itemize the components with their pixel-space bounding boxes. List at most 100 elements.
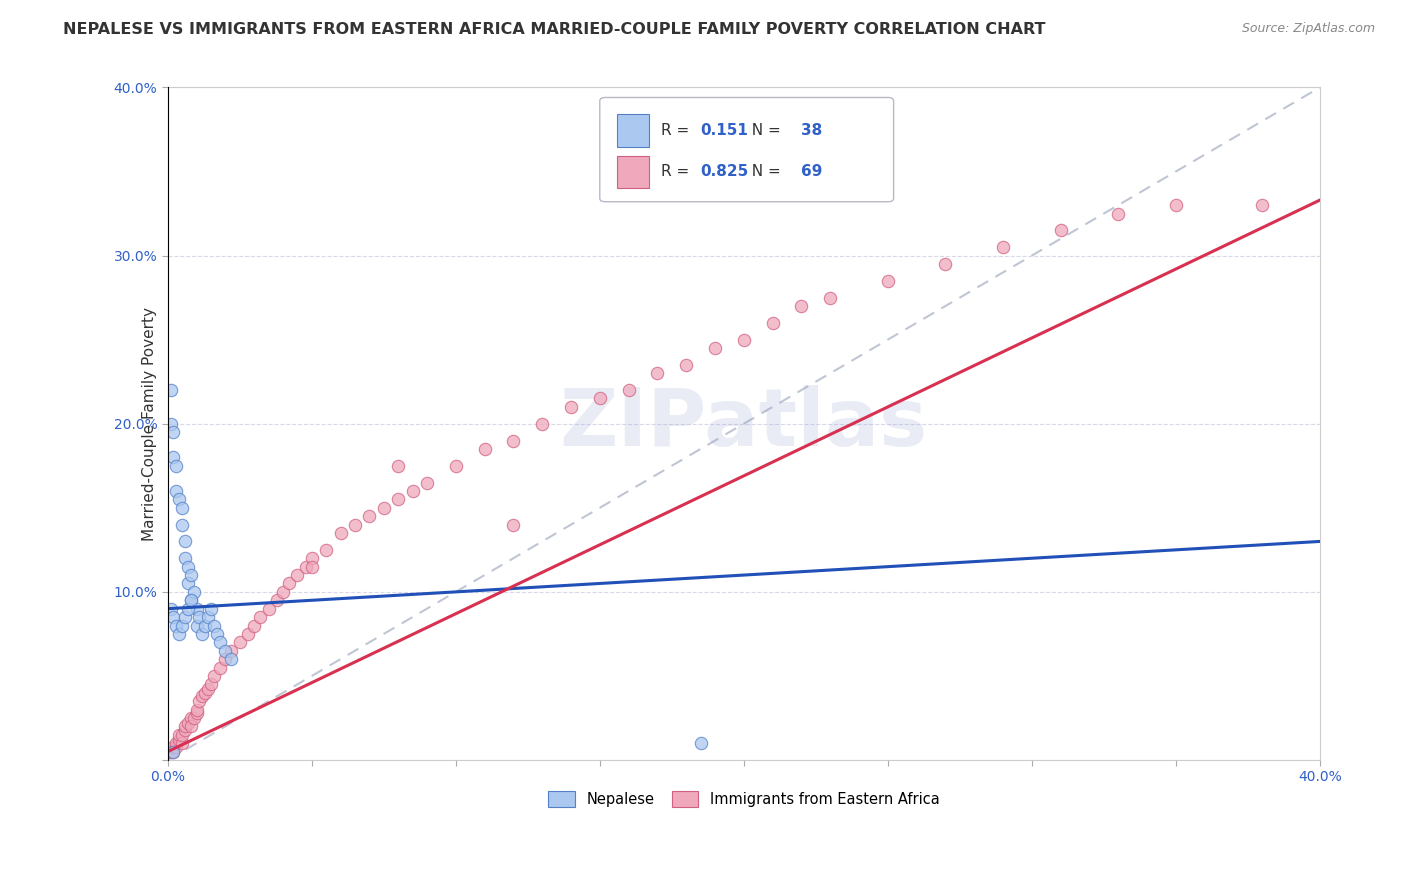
Point [165, 618, 187, 632]
Point [180, 593, 202, 607]
Point [172, 500, 194, 515]
Point [876, 274, 898, 288]
Point [180, 711, 202, 725]
Point [1107, 206, 1129, 220]
Point [202, 669, 225, 683]
Point [172, 517, 194, 532]
Point [177, 716, 200, 731]
Text: R =: R = [661, 123, 695, 138]
Point [214, 644, 236, 658]
Point [249, 610, 271, 624]
Point [790, 299, 813, 313]
Point [159, 383, 181, 397]
Point [174, 610, 197, 624]
Point [200, 677, 222, 691]
Point [165, 458, 187, 473]
Point [174, 719, 197, 733]
Point [704, 341, 727, 355]
Point [177, 559, 200, 574]
Text: Source: ZipAtlas.com: Source: ZipAtlas.com [1241, 22, 1375, 36]
Point [159, 745, 181, 759]
Point [301, 551, 323, 566]
Point [186, 618, 208, 632]
Point [266, 593, 288, 607]
Point [165, 739, 187, 754]
Point [194, 686, 217, 700]
Point [188, 610, 211, 624]
Point [172, 618, 194, 632]
Point [162, 745, 184, 759]
Point [343, 517, 366, 532]
Point [186, 703, 208, 717]
Point [191, 627, 214, 641]
Point [180, 593, 202, 607]
Point [1251, 198, 1274, 212]
Point [172, 728, 194, 742]
Point [180, 719, 202, 733]
Point [167, 492, 190, 507]
Text: 69: 69 [801, 164, 823, 179]
Text: 0.825: 0.825 [700, 164, 748, 179]
Point [162, 425, 184, 439]
Point [474, 442, 496, 456]
Point [315, 542, 337, 557]
Point [329, 526, 352, 541]
Point [257, 601, 280, 615]
Point [762, 316, 785, 330]
Point [194, 618, 217, 632]
Point [162, 739, 184, 754]
Point [934, 257, 956, 271]
Point [208, 660, 231, 674]
Point [416, 475, 439, 490]
Point [208, 635, 231, 649]
Point [172, 736, 194, 750]
Point [502, 434, 524, 448]
Point [818, 291, 841, 305]
Point [243, 618, 266, 632]
Point [271, 585, 294, 599]
Point [202, 618, 225, 632]
FancyBboxPatch shape [617, 156, 650, 188]
Point [560, 400, 582, 414]
Point [186, 706, 208, 720]
Point [214, 652, 236, 666]
Point [531, 417, 554, 431]
Point [301, 559, 323, 574]
Point [219, 644, 242, 658]
Point [159, 417, 181, 431]
Point [177, 601, 200, 615]
Point [183, 711, 205, 725]
Point [991, 240, 1014, 254]
Text: N =: N = [741, 164, 785, 179]
Point [1164, 198, 1187, 212]
Point [200, 601, 222, 615]
Text: NEPALESE VS IMMIGRANTS FROM EASTERN AFRICA MARRIED-COUPLE FAMILY POVERTY CORRELA: NEPALESE VS IMMIGRANTS FROM EASTERN AFRI… [63, 22, 1046, 37]
Point [401, 483, 423, 498]
Point [373, 500, 395, 515]
Point [387, 492, 409, 507]
Point [689, 736, 711, 750]
Point [589, 392, 612, 406]
Point [197, 682, 219, 697]
Y-axis label: Married-Couple Family Poverty: Married-Couple Family Poverty [142, 307, 156, 541]
Point [1049, 223, 1071, 237]
Point [359, 509, 381, 524]
Point [174, 534, 197, 549]
Point [167, 627, 190, 641]
Point [197, 610, 219, 624]
Text: N =: N = [741, 123, 785, 138]
Point [165, 736, 187, 750]
Point [183, 585, 205, 599]
Point [277, 576, 299, 591]
FancyBboxPatch shape [617, 114, 650, 146]
Text: R =: R = [661, 164, 695, 179]
FancyBboxPatch shape [600, 97, 894, 202]
Point [229, 635, 252, 649]
Point [162, 610, 184, 624]
Point [647, 366, 669, 380]
Point [167, 732, 190, 747]
Point [159, 601, 181, 615]
Legend: Nepalese, Immigrants from Eastern Africa: Nepalese, Immigrants from Eastern Africa [543, 785, 945, 814]
Text: 38: 38 [801, 123, 823, 138]
Point [285, 568, 308, 582]
